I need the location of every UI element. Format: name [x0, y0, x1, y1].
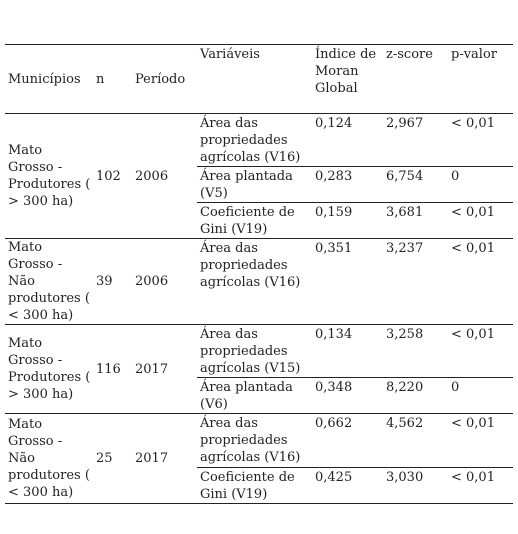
- zscore-cell: 3,258: [383, 324, 448, 378]
- table-row: Coeficiente de Gini (V19) 0,425 3,030 < …: [5, 467, 513, 504]
- pvalor-cell: < 0,01: [448, 413, 513, 468]
- variavel-cell: Coeficiente de Gini (V19): [197, 202, 312, 239]
- periodo-cell: 2017: [132, 324, 197, 414]
- table-row: Mato Grosso - Não produtores ( < 300 ha)…: [5, 238, 513, 325]
- zscore-cell: 2,967: [383, 113, 448, 167]
- moran-cell: 0,134: [312, 324, 383, 378]
- pvalor-cell: < 0,01: [448, 202, 513, 239]
- n-cell: 102: [93, 113, 132, 239]
- table-row: Mato Grosso - Produtores ( > 300 ha) 116…: [5, 324, 513, 414]
- zscore-cell: 8,220: [383, 377, 448, 414]
- periodo-cell: 2006: [132, 113, 197, 239]
- table-row: Área plantada (V5) 0,283 6,754 0: [5, 166, 513, 203]
- moran-cell: 0,662: [312, 413, 383, 468]
- periodo-cell: 2006: [132, 238, 197, 325]
- pvalor-cell: < 0,01: [448, 113, 513, 167]
- variavel-cell: Área das propriedades agrícolas (V16): [197, 413, 312, 468]
- table-row: Coeficiente de Gini (V19) 0,159 3,681 < …: [5, 202, 513, 239]
- table-row: Mato Grosso - Produtores ( > 300 ha) 102…: [5, 113, 513, 239]
- moran-cell: 0,159: [312, 202, 383, 239]
- n-cell: 39: [93, 238, 132, 325]
- municipio-cell: Mato Grosso - Produtores ( > 300 ha): [5, 324, 93, 414]
- header-pvalor: p-valor: [448, 44, 513, 114]
- variavel-cell: Coeficiente de Gini (V19): [197, 467, 312, 504]
- periodo-cell: 2017: [132, 413, 197, 504]
- moran-cell: 0,425: [312, 467, 383, 504]
- header-municipios: Municípios: [5, 44, 93, 114]
- moran-results-table: Municípios n Período Variáveis Índice de…: [5, 44, 513, 504]
- pvalor-cell: < 0,01: [448, 324, 513, 378]
- pvalor-cell: 0: [448, 166, 513, 203]
- zscore-cell: 3,681: [383, 202, 448, 239]
- moran-cell: 0,348: [312, 377, 383, 414]
- municipio-cell: Mato Grosso - Não produtores ( < 300 ha): [5, 413, 93, 504]
- municipio-cell: Mato Grosso - Produtores ( > 300 ha): [5, 113, 93, 239]
- zscore-cell: 3,030: [383, 467, 448, 504]
- zscore-cell: 6,754: [383, 166, 448, 203]
- variavel-cell: Área plantada (V5): [197, 166, 312, 203]
- header-row: Municípios n Período Variáveis Índice de…: [5, 44, 513, 114]
- n-cell: 25: [93, 413, 132, 504]
- moran-cell: 0,351: [312, 238, 383, 325]
- header-periodo: Período: [132, 44, 197, 114]
- zscore-cell: 3,237: [383, 238, 448, 325]
- header-variaveis: Variáveis: [197, 44, 312, 114]
- municipio-cell: Mato Grosso - Não produtores ( < 300 ha): [5, 238, 93, 325]
- pvalor-cell: < 0,01: [448, 467, 513, 504]
- variavel-cell: Área das propriedades agrícolas (V16): [197, 238, 312, 325]
- pvalor-cell: 0: [448, 377, 513, 414]
- header-zscore: z-score: [383, 44, 448, 114]
- moran-cell: 0,283: [312, 166, 383, 203]
- header-moran: Índice de Moran Global: [312, 44, 383, 114]
- variavel-cell: Área das propriedades agrícolas (V15): [197, 324, 312, 378]
- pvalor-cell: < 0,01: [448, 238, 513, 325]
- table-row: Mato Grosso - Não produtores ( < 300 ha)…: [5, 413, 513, 504]
- variavel-cell: Área das propriedades agrícolas (V16): [197, 113, 312, 167]
- zscore-cell: 4,562: [383, 413, 448, 468]
- header-n: n: [93, 44, 132, 114]
- moran-cell: 0,124: [312, 113, 383, 167]
- table-row: Área plantada (V6) 0,348 8,220 0: [5, 377, 513, 414]
- variavel-cell: Área plantada (V6): [197, 377, 312, 414]
- n-cell: 116: [93, 324, 132, 414]
